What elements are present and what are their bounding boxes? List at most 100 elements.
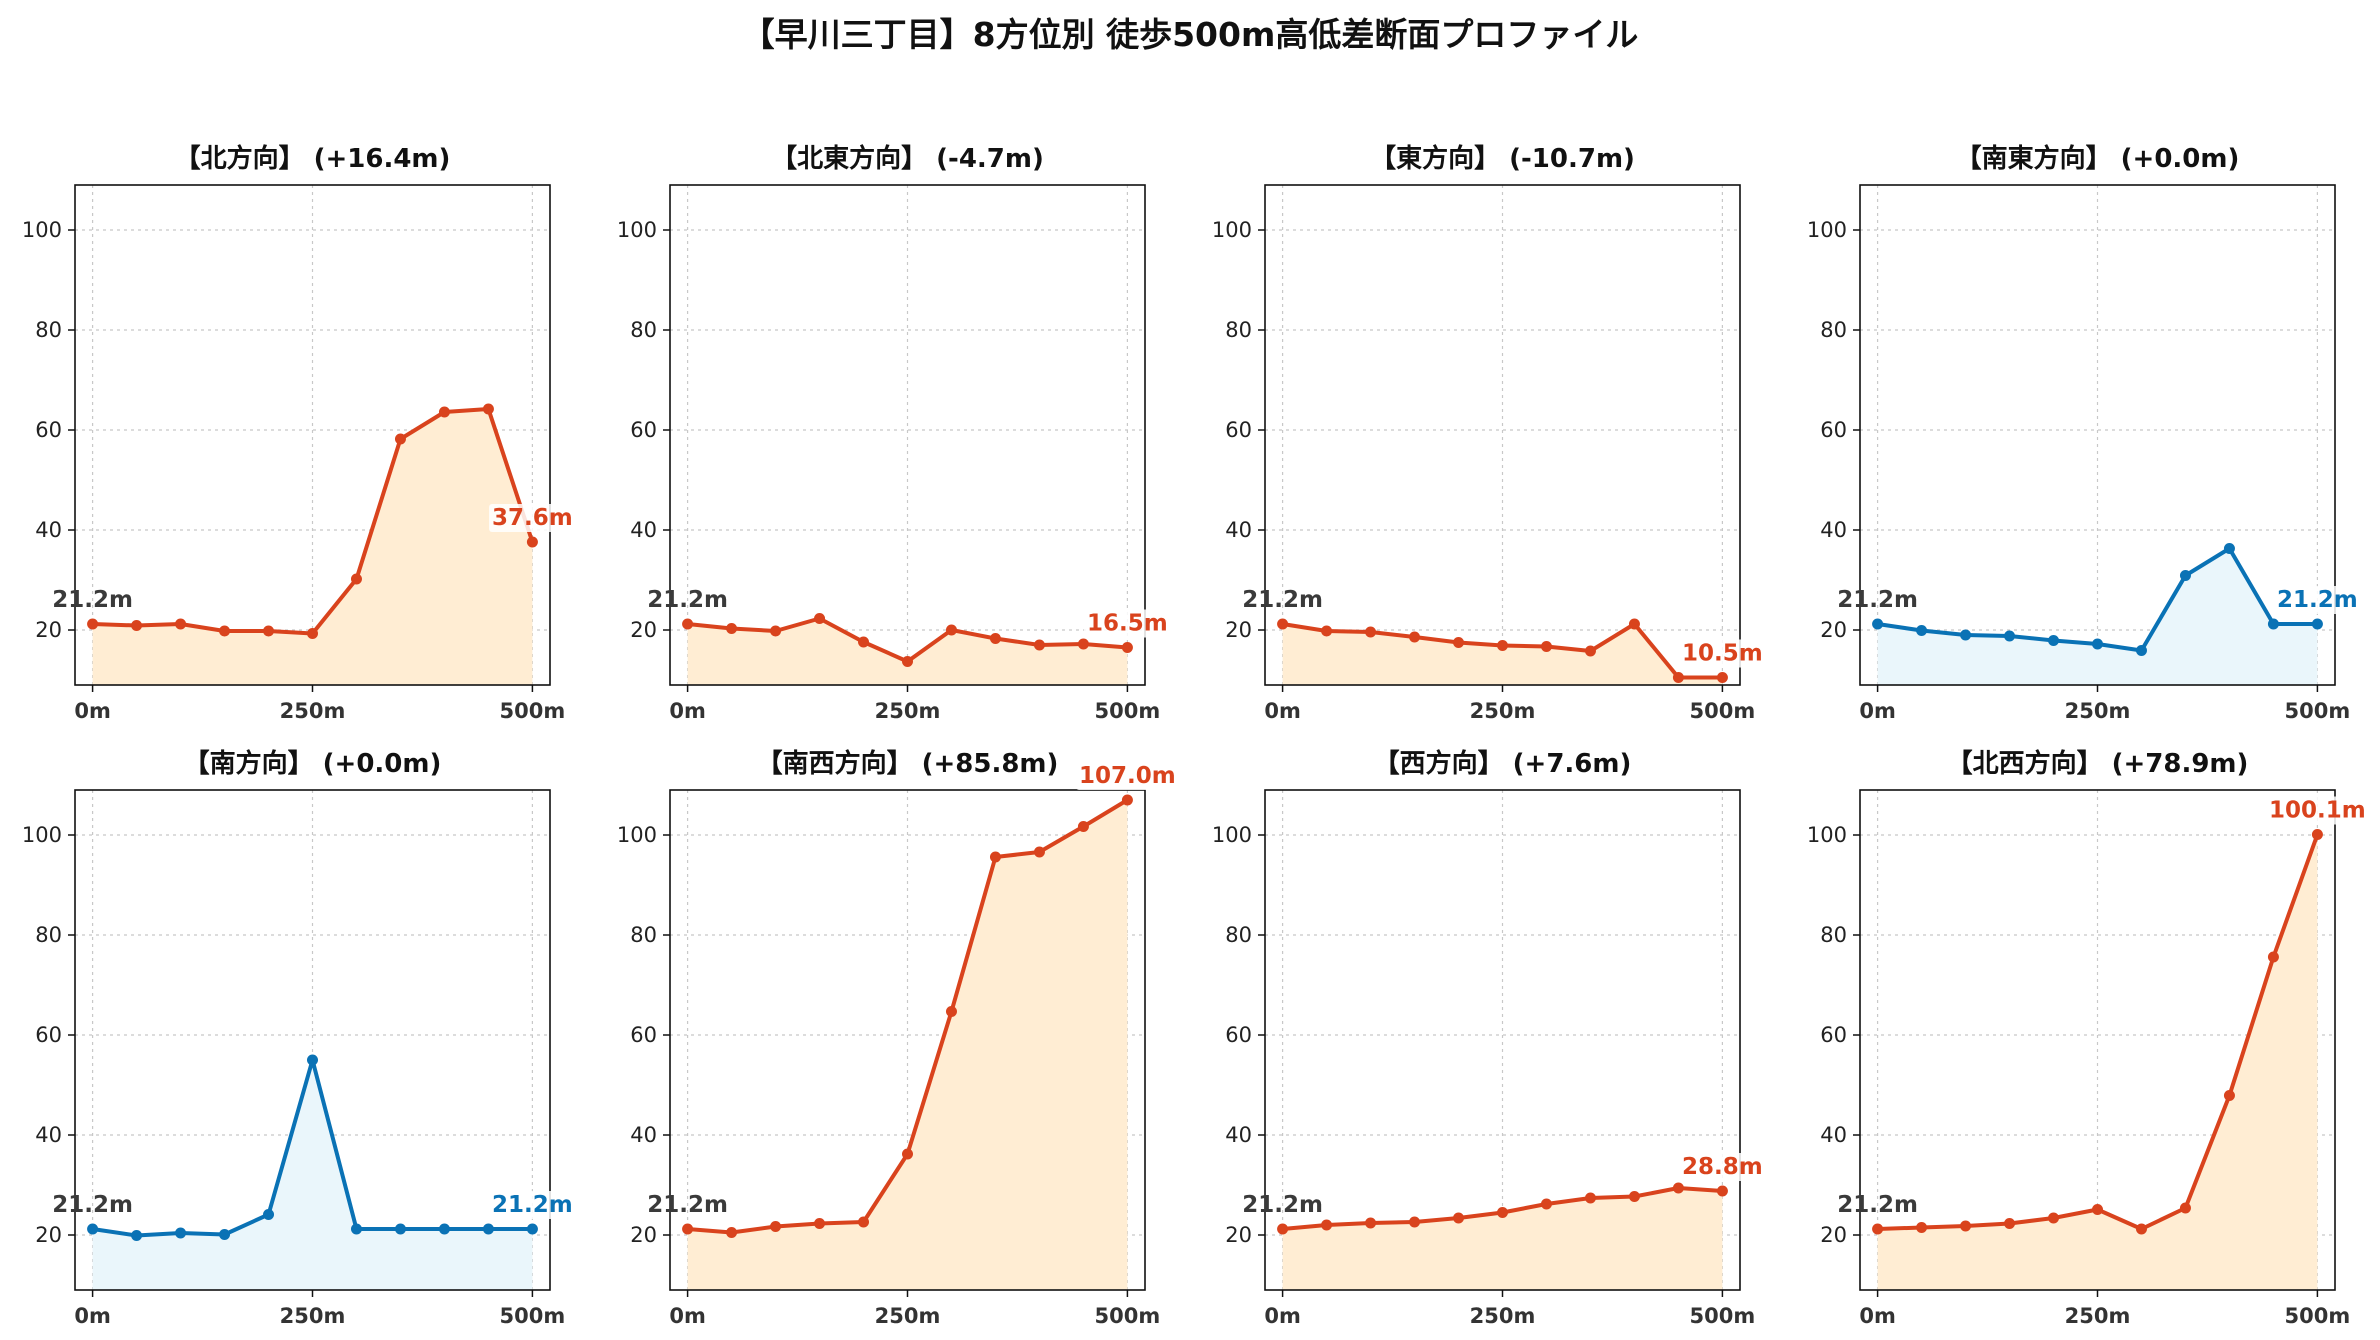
data-point bbox=[1916, 1222, 1928, 1233]
start-elevation-label: 21.2m bbox=[52, 587, 133, 613]
data-point bbox=[1409, 631, 1421, 643]
data-point bbox=[1121, 794, 1133, 806]
data-point bbox=[307, 1054, 318, 1066]
y-tick-label: 80 bbox=[630, 923, 657, 947]
y-tick-label: 60 bbox=[630, 1023, 657, 1047]
y-tick-label: 80 bbox=[35, 923, 62, 947]
start-elevation-label: 21.2m bbox=[1242, 587, 1323, 613]
y-tick-label: 20 bbox=[1225, 618, 1252, 642]
data-point bbox=[1672, 672, 1684, 683]
y-tick-label: 40 bbox=[1820, 1123, 1847, 1147]
data-point bbox=[1497, 1207, 1508, 1218]
data-point bbox=[2267, 951, 2279, 963]
panel-8: 【北西方向】 (+78.9m) 20 40 60 80 100 0m 250m 500m 21.2… bbox=[1807, 748, 2369, 1328]
panel-7: 【西方向】 (+7.6m) 20 40 60 80 100 0m 250m 500m 21.2m 2… bbox=[1212, 748, 1766, 1328]
data-point bbox=[1540, 1198, 1552, 1210]
y-tick-label: 80 bbox=[1820, 923, 1847, 947]
y-tick-label: 60 bbox=[1820, 1023, 1847, 1047]
data-point bbox=[131, 620, 143, 631]
y-tick-label: 60 bbox=[1225, 1023, 1252, 1047]
data-point bbox=[2092, 1204, 2103, 1215]
area-fill bbox=[92, 1060, 533, 1290]
y-tick-label: 20 bbox=[35, 618, 62, 642]
data-point bbox=[394, 433, 406, 445]
data-point bbox=[1672, 1182, 1684, 1194]
y-tick-label: 60 bbox=[1820, 418, 1847, 442]
data-point bbox=[726, 623, 738, 634]
data-point bbox=[1584, 1192, 1596, 1204]
data-point bbox=[1872, 1223, 1884, 1235]
data-point bbox=[989, 851, 1001, 863]
y-tick-label: 100 bbox=[22, 823, 62, 847]
x-tick-label: 500m bbox=[1690, 699, 1756, 723]
x-tick-label: 500m bbox=[500, 699, 566, 723]
data-point bbox=[1497, 640, 1508, 651]
data-point bbox=[1453, 637, 1465, 648]
data-point bbox=[2135, 645, 2147, 656]
data-point bbox=[858, 636, 870, 648]
x-tick-label: 500m bbox=[1690, 1304, 1756, 1328]
data-point bbox=[1716, 672, 1728, 683]
data-point bbox=[350, 573, 362, 585]
y-tick-label: 20 bbox=[1820, 1223, 1847, 1247]
panel-title: 【西方向】 (+7.6m) bbox=[1374, 748, 1632, 779]
area-fill bbox=[1877, 548, 2318, 685]
y-tick-label: 20 bbox=[630, 1223, 657, 1247]
x-tick-label: 250m bbox=[280, 699, 346, 723]
data-point bbox=[2004, 1218, 2016, 1229]
data-point bbox=[482, 1223, 494, 1235]
data-point bbox=[1077, 821, 1089, 832]
panel-1: 【北方向】 (+16.4m) 20 40 60 80 100 0m 250m 500m 21.2m… bbox=[22, 143, 576, 723]
data-point bbox=[526, 1223, 538, 1235]
data-point bbox=[438, 1223, 450, 1235]
y-tick-label: 40 bbox=[1820, 518, 1847, 542]
y-tick-label: 60 bbox=[1225, 418, 1252, 442]
data-point bbox=[219, 1229, 231, 1240]
y-tick-label: 60 bbox=[630, 418, 657, 442]
panel-title: 【北方向】 (+16.4m) bbox=[175, 143, 451, 174]
y-tick-label: 40 bbox=[1225, 518, 1252, 542]
end-label-bg bbox=[489, 1191, 576, 1219]
data-point bbox=[175, 1227, 187, 1239]
data-point bbox=[2004, 630, 2016, 642]
y-tick-label: 100 bbox=[1807, 823, 1847, 847]
panel-title: 【南東方向】 (+0.0m) bbox=[1956, 143, 2240, 174]
panel-title: 【東方向】 (-10.7m) bbox=[1370, 143, 1635, 174]
page-title: 【早川三丁目】8方位別 徒歩500m高低差断面プロファイル bbox=[741, 15, 1639, 54]
x-tick-label: 0m bbox=[1859, 699, 1896, 723]
y-tick-label: 20 bbox=[630, 618, 657, 642]
x-tick-label: 0m bbox=[74, 699, 111, 723]
data-point bbox=[770, 1221, 782, 1232]
x-tick-label: 0m bbox=[1264, 1304, 1301, 1328]
data-point bbox=[2135, 1223, 2147, 1235]
data-point bbox=[350, 1223, 362, 1235]
data-point bbox=[1960, 629, 1972, 641]
data-point bbox=[945, 624, 957, 636]
data-point bbox=[1365, 1217, 1377, 1229]
data-point bbox=[682, 618, 694, 630]
panel-6: 【南西方向】 (+85.8m) 20 40 60 80 100 0m 250m 500m 21.2… bbox=[617, 748, 1179, 1328]
data-point bbox=[1121, 642, 1133, 653]
area-fill bbox=[92, 409, 533, 685]
end-elevation-label: 21.2m bbox=[2277, 587, 2358, 613]
area-fill bbox=[1282, 1188, 1723, 1290]
start-elevation-label: 21.2m bbox=[1837, 1192, 1918, 1218]
x-tick-label: 500m bbox=[1095, 1304, 1161, 1328]
data-point bbox=[2179, 1202, 2191, 1214]
y-tick-label: 100 bbox=[22, 218, 62, 242]
y-tick-label: 60 bbox=[35, 418, 62, 442]
y-tick-label: 60 bbox=[35, 1023, 62, 1047]
data-point bbox=[526, 536, 538, 548]
x-tick-label: 250m bbox=[2065, 1304, 2131, 1328]
data-point bbox=[902, 656, 913, 667]
y-tick-label: 100 bbox=[1212, 218, 1252, 242]
data-point bbox=[1033, 846, 1045, 858]
data-point bbox=[2048, 635, 2060, 646]
data-point bbox=[1033, 639, 1045, 651]
end-elevation-label: 21.2m bbox=[492, 1192, 573, 1218]
data-point bbox=[814, 613, 826, 624]
y-tick-label: 20 bbox=[1820, 618, 1847, 642]
start-elevation-label: 21.2m bbox=[647, 1192, 728, 1218]
data-point bbox=[131, 1230, 143, 1241]
panel-3: 【東方向】 (-10.7m) 20 40 60 80 100 0m 250m 500m 21.2m… bbox=[1212, 143, 1766, 723]
